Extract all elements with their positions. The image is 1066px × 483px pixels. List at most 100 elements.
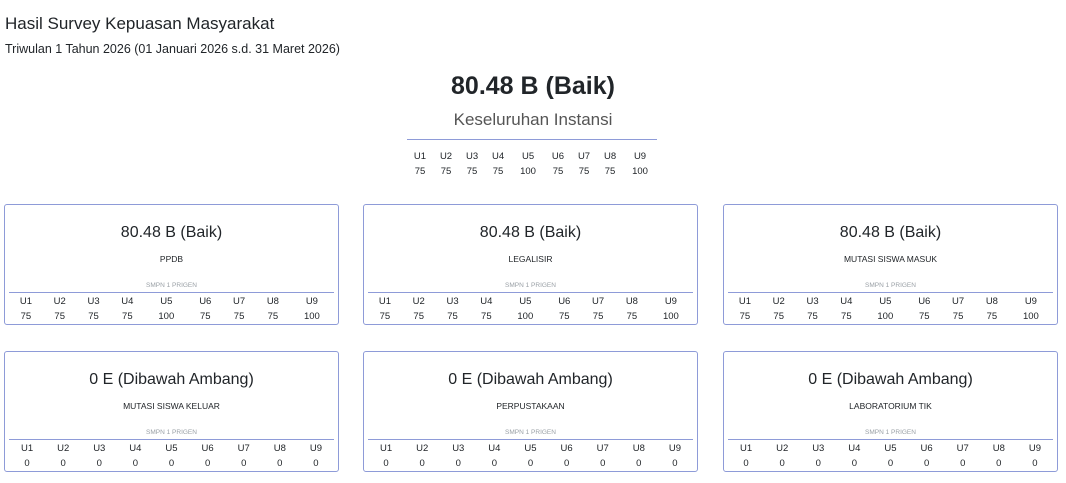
card-score: 0 E (Dibawah Ambang) [808, 371, 973, 388]
card-org-name: SMPN 1 PRIGEN [505, 282, 556, 289]
unit-value: 75 [88, 311, 99, 322]
service-card-mutasi-siswa-masuk: 80.48 B (Baik) MUTASI SISWA MASUK SMPN 1… [723, 204, 1058, 325]
unit-value: 100 [632, 166, 648, 177]
card-unit-header-row: U1 U2 U3 U4 U5 U6 U7 U8 U9 [368, 441, 693, 456]
unit-header: U4 [488, 443, 501, 454]
overall-divider [407, 139, 657, 140]
unit-value: 100 [303, 311, 320, 322]
card-org-name: SMPN 1 PRIGEN [146, 282, 197, 289]
unit-value: 75 [552, 166, 564, 177]
unit-header: U5 [165, 443, 178, 454]
card-unit-header-row: U1 U2 U3 U4 U5 U6 U7 U8 U9 [368, 294, 693, 309]
unit-header: U4 [129, 443, 142, 454]
unit-header: U9 [1028, 443, 1042, 454]
unit-header: U8 [985, 296, 998, 307]
unit-value: 75 [447, 311, 458, 322]
unit-header: U9 [309, 443, 323, 454]
unit-value: 75 [54, 311, 65, 322]
unit-value: 0 [743, 458, 749, 469]
unit-header: U1 [379, 443, 393, 454]
unit-header: U5 [160, 296, 173, 307]
unit-value: 75 [20, 311, 32, 322]
unit-header: U5 [524, 443, 537, 454]
card-org-name: SMPN 1 PRIGEN [505, 429, 556, 436]
card-unit-value-row: 0 0 0 0 0 0 0 0 0 [9, 456, 334, 471]
card-unit-table: U1 U2 U3 U4 U5 U6 U7 U8 U9 0 0 0 0 0 0 0… [9, 441, 334, 471]
overall-score: 80.48 B (Baik) [451, 72, 615, 100]
card-unit-header-row: U1 U2 U3 U4 U5 U6 U7 U8 U9 [9, 294, 334, 309]
card-divider [9, 439, 334, 440]
overall-label: Keseluruhan Instansi [453, 110, 613, 129]
service-card-laboratorium-tik: 0 E (Dibawah Ambang) LABORATORIUM TIK SM… [723, 351, 1058, 472]
card-score: 80.48 B (Baik) [120, 224, 223, 241]
unit-header: U1 [739, 443, 753, 454]
card-score: 0 E (Dibawah Ambang) [89, 371, 254, 388]
unit-value: 0 [96, 458, 102, 469]
service-card-legalisir: 80.48 B (Baik) LEGALISIR SMPN 1 PRIGEN U… [363, 204, 698, 325]
unit-header: U4 [848, 443, 861, 454]
unit-value: 75 [773, 311, 784, 322]
overall-unit-table: U1 U2 U3 U4 U5 U6 U7 U8 U9 75 75 75 75 1… [407, 149, 657, 179]
unit-header: U5 [519, 296, 532, 307]
unit-value: 0 [923, 458, 930, 469]
unit-header: U5 [521, 151, 535, 162]
unit-value: 75 [466, 166, 478, 177]
unit-value: 0 [419, 458, 425, 469]
unit-header: U8 [273, 443, 286, 454]
unit-header: U3 [465, 151, 479, 162]
unit-header: U8 [992, 443, 1005, 454]
unit-header: U6 [560, 443, 573, 454]
unit-header: U8 [625, 296, 638, 307]
unit-header: U7 [577, 151, 591, 162]
unit-value: 0 [455, 458, 461, 469]
card-unit-table: U1 U2 U3 U4 U5 U6 U7 U8 U9 75 75 75 75 1… [368, 294, 693, 324]
card-org-name: SMPN 1 PRIGEN [146, 429, 197, 436]
unit-header: U6 [918, 296, 931, 307]
unit-header: U2 [53, 296, 66, 307]
unit-value: 75 [604, 166, 616, 177]
page-subtitle: Triwulan 1 Tahun 2026 (01 Januari 2026 s… [5, 42, 340, 56]
unit-value: 0 [491, 458, 498, 469]
unit-header: U1 [378, 296, 391, 307]
unit-header: U7 [596, 443, 609, 454]
unit-value: 0 [313, 458, 319, 469]
card-score: 0 E (Dibawah Ambang) [448, 371, 613, 388]
unit-value: 75 [440, 166, 452, 177]
unit-value: 0 [60, 458, 66, 469]
unit-value: 75 [414, 166, 426, 177]
card-score: 80.48 B (Baik) [839, 224, 942, 241]
card-unit-value-row: 0 0 0 0 0 0 0 0 0 [368, 456, 693, 471]
unit-header: U9 [305, 296, 318, 307]
unit-header: U3 [812, 443, 825, 454]
unit-value: 75 [918, 311, 930, 322]
unit-value: 75 [199, 311, 211, 322]
card-divider [368, 439, 693, 440]
unit-value: 75 [413, 311, 424, 322]
unit-value: 0 [24, 458, 30, 469]
unit-value: 0 [600, 458, 606, 469]
unit-value: 75 [558, 311, 570, 322]
unit-header: U6 [558, 296, 571, 307]
unit-header: U9 [633, 151, 647, 162]
unit-header: U9 [668, 443, 682, 454]
card-divider [368, 292, 693, 293]
unit-header: U8 [603, 151, 617, 162]
card-service-name: PERPUSTAKAAN [496, 401, 565, 411]
unit-value: 0 [132, 458, 139, 469]
card-divider [9, 292, 334, 293]
unit-value: 0 [527, 458, 534, 469]
unit-value: 75 [481, 311, 492, 322]
unit-header: U2 [412, 296, 425, 307]
unit-value: 0 [204, 458, 211, 469]
unit-value: 0 [563, 458, 570, 469]
unit-value: 75 [233, 311, 245, 322]
card-unit-table: U1 U2 U3 U4 U5 U6 U7 U8 U9 75 75 75 75 1… [9, 294, 334, 324]
unit-value: 100 [158, 311, 175, 322]
card-unit-value-row: 75 75 75 75 100 75 75 75 100 [368, 309, 693, 324]
card-unit-value-row: 0 0 0 0 0 0 0 0 0 [728, 456, 1053, 471]
unit-header: U5 [879, 296, 892, 307]
unit-header: U4 [491, 151, 505, 162]
unit-header: U1 [413, 151, 427, 162]
unit-value: 75 [739, 311, 751, 322]
unit-value: 0 [960, 458, 966, 469]
